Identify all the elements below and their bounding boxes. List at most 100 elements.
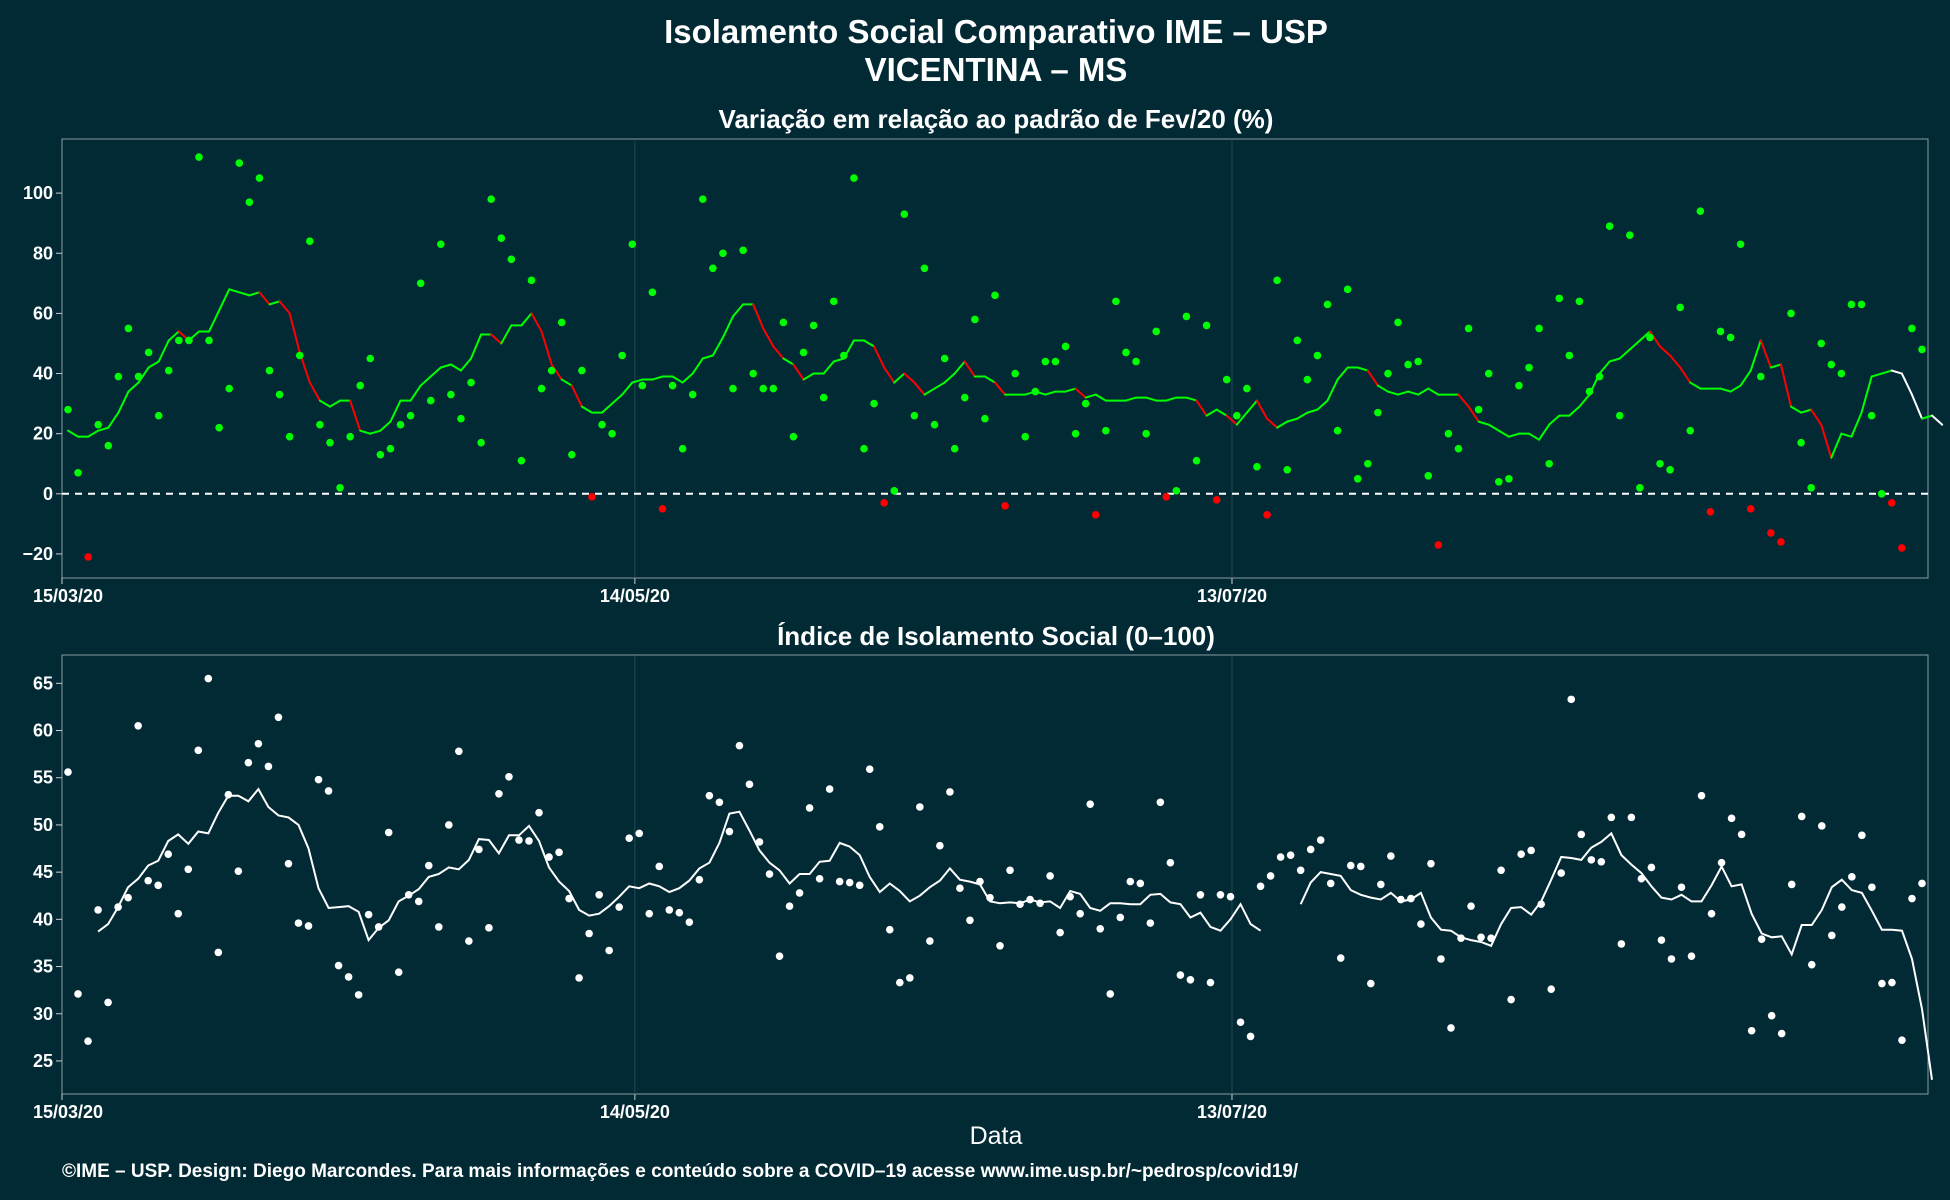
moving-average-segment <box>1669 354 1682 369</box>
data-point <box>1647 863 1656 872</box>
data-point <box>1497 866 1505 875</box>
moving-average-segment <box>389 399 402 423</box>
data-point <box>1517 850 1525 859</box>
moving-average-segment <box>167 330 180 342</box>
data-point <box>1817 822 1826 830</box>
data-point <box>940 354 949 363</box>
data-point <box>507 255 516 264</box>
moving-average-segment <box>570 384 583 408</box>
panel1-title: Variação em relação ao padrão de Fev/20 … <box>719 104 1274 134</box>
data-point <box>1587 856 1596 864</box>
data-point <box>789 432 798 441</box>
y-tick-label: 30 <box>33 1004 53 1024</box>
data-point <box>1487 934 1495 943</box>
data-point <box>1807 483 1815 492</box>
data-point <box>1006 866 1014 875</box>
data-point <box>705 791 714 800</box>
data-point <box>1387 852 1395 860</box>
data-point <box>84 553 92 561</box>
data-point <box>497 234 506 243</box>
data-point <box>1607 813 1616 822</box>
data-point <box>1756 372 1765 381</box>
moving-average-segment <box>1225 414 1238 426</box>
data-point <box>688 390 697 399</box>
data-point <box>124 324 133 333</box>
data-point <box>1253 462 1261 471</box>
data-point <box>860 444 868 453</box>
moving-average-segment <box>691 357 704 375</box>
data-point <box>799 348 808 357</box>
data-point <box>485 924 493 932</box>
data-point <box>575 974 583 982</box>
data-point <box>215 423 223 432</box>
moving-average-segment <box>1830 432 1843 459</box>
data-point <box>755 838 764 846</box>
data-point <box>598 420 606 429</box>
data-point <box>1657 936 1666 944</box>
data-point <box>1777 538 1785 546</box>
moving-average-segment <box>97 426 110 432</box>
data-point <box>1545 459 1553 468</box>
moving-average-segment <box>1820 423 1833 459</box>
data-point <box>840 351 848 360</box>
data-point <box>284 859 293 868</box>
data-point <box>424 861 433 870</box>
data-point <box>1266 872 1275 880</box>
data-point <box>930 420 939 429</box>
data-point <box>956 884 964 892</box>
data-point <box>605 946 613 955</box>
data-point <box>557 318 566 327</box>
data-point <box>1847 300 1856 309</box>
moving-average-segment <box>369 429 382 435</box>
data-point <box>578 366 586 375</box>
moving-average-segment <box>530 312 543 333</box>
data-point <box>1076 909 1084 918</box>
moving-average-segment <box>117 390 130 414</box>
data-point <box>1707 909 1716 918</box>
data-point <box>658 505 667 513</box>
data-point <box>134 372 143 381</box>
moving-average-segment <box>107 411 120 429</box>
data-point <box>1667 955 1676 963</box>
data-point <box>366 354 375 363</box>
data-point <box>1637 874 1646 883</box>
moving-average-segment <box>721 315 735 339</box>
moving-average-segment <box>792 363 805 381</box>
data-point <box>855 881 864 890</box>
data-point <box>84 1037 92 1045</box>
data-point <box>1172 487 1181 495</box>
moving-average-segment <box>923 387 936 396</box>
data-point <box>1086 800 1095 808</box>
data-point <box>1585 387 1594 396</box>
data-point <box>1817 339 1826 348</box>
data-point <box>455 747 463 756</box>
data-point <box>164 366 173 375</box>
moving-average-segment <box>621 381 634 396</box>
data-point <box>638 381 647 390</box>
data-point <box>1716 327 1725 336</box>
moving-average-segment <box>278 300 291 315</box>
data-point <box>336 483 344 492</box>
moving-average-segment <box>1578 393 1591 408</box>
data-point <box>906 974 914 982</box>
data-point <box>635 829 644 838</box>
data-point <box>1767 529 1775 537</box>
data-point <box>608 429 616 438</box>
moving-average-segment <box>1457 393 1470 408</box>
data-point <box>1656 459 1664 468</box>
data-point <box>1176 971 1185 979</box>
data-point <box>164 850 173 859</box>
data-point <box>114 903 122 911</box>
data-point <box>406 411 415 420</box>
moving-average-segment <box>1800 408 1813 414</box>
moving-average-segment <box>1628 339 1641 351</box>
moving-average-segment <box>147 360 160 369</box>
data-point <box>1605 222 1614 230</box>
data-point <box>1407 894 1415 903</box>
data-point <box>1567 695 1576 704</box>
data-point <box>1424 471 1433 480</box>
data-point <box>1353 474 1362 483</box>
data-point <box>645 909 654 918</box>
data-point <box>1417 920 1425 928</box>
